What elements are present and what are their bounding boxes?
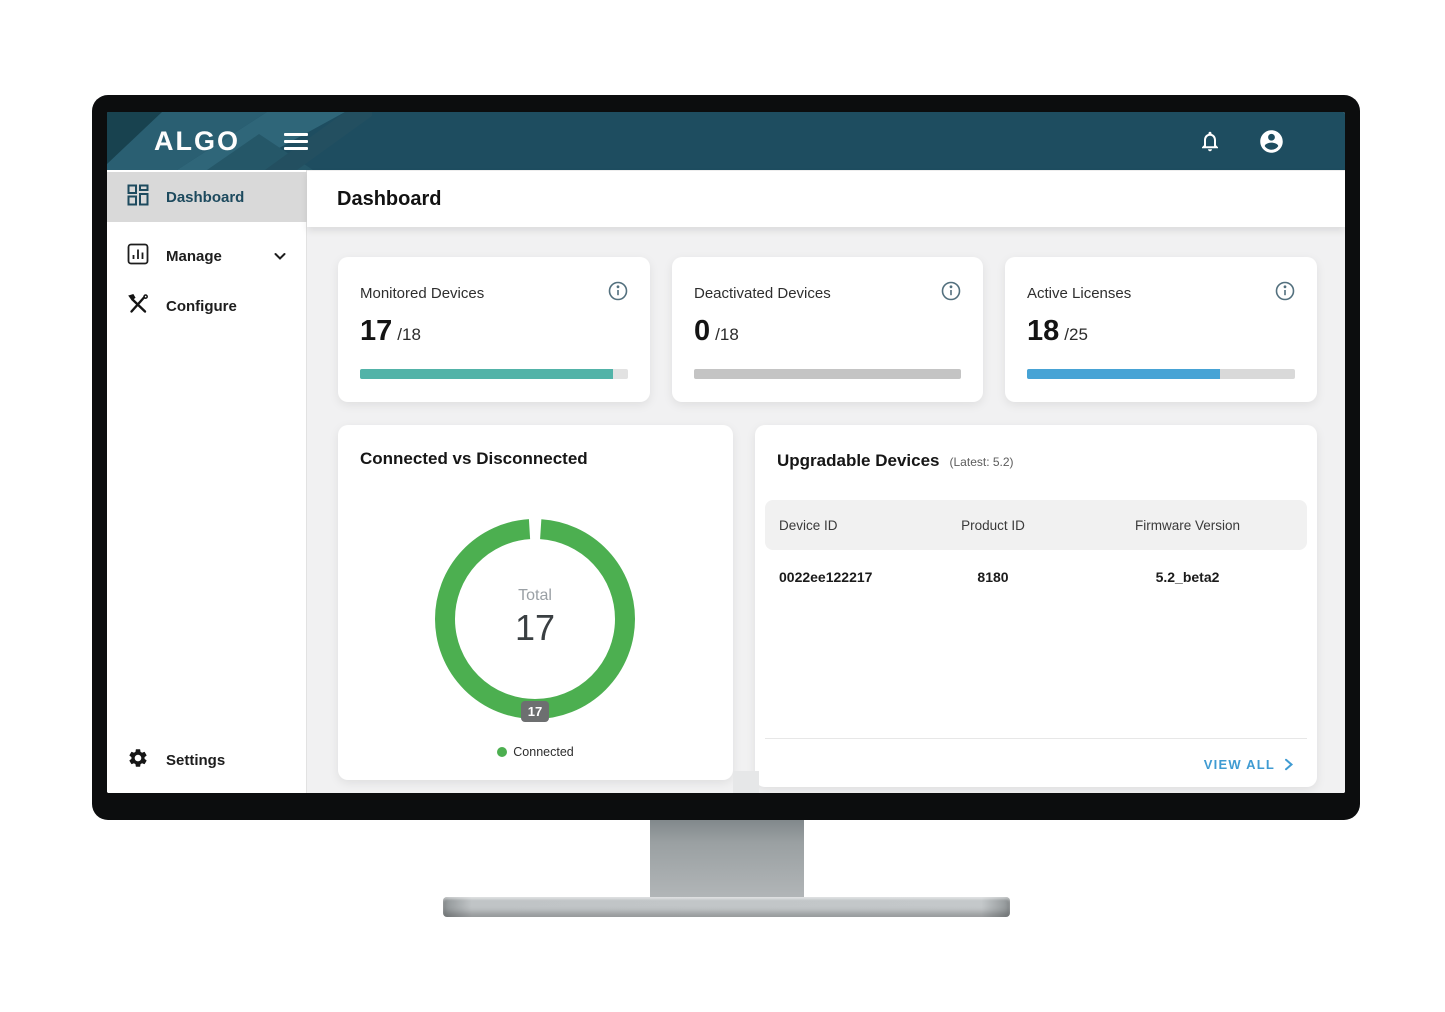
cell-device-id: 0022ee122217 [779, 569, 873, 585]
dashboard-icon [127, 184, 149, 210]
donut-center-label: Total [518, 587, 552, 604]
gear-icon [127, 747, 149, 773]
card-footer-divider [765, 738, 1307, 739]
stat-title: Monitored Devices [360, 285, 485, 302]
header-pattern-decoration [107, 112, 372, 170]
table-title-row: Upgradable Devices (Latest: 5.2) [777, 451, 1014, 471]
stat-total: /18 [397, 325, 421, 344]
sidebar: Dashboard Manage [107, 170, 307, 793]
monitor-stand-base [443, 897, 1010, 917]
column-header-firmware-version: Firmware Version [1134, 517, 1241, 533]
sidebar-item-label: Settings [166, 751, 226, 769]
sidebar-item-label: Dashboard [166, 188, 245, 206]
screen-bottom-notch [733, 771, 759, 793]
active-licenses-card: Active Licenses 18 /25 [1005, 257, 1317, 402]
info-icon[interactable] [1275, 281, 1295, 306]
stat-title: Active Licenses [1027, 285, 1132, 302]
connected-vs-disconnected-card: Connected vs Disconnected Total 17 17 [338, 425, 733, 780]
view-all-label: VIEW ALL [1203, 757, 1275, 772]
stat-total: /18 [715, 325, 739, 344]
sidebar-item-label: Manage [166, 247, 222, 265]
column-header-device-id: Device ID [779, 517, 838, 533]
cell-product-id: 8180 [977, 569, 1009, 585]
notification-bell-icon[interactable] [1198, 129, 1222, 153]
account-icon[interactable] [1258, 128, 1285, 155]
header-actions [1198, 112, 1285, 170]
deactivated-devices-card: Deactivated Devices 0 /18 [672, 257, 983, 402]
donut-center-value: 17 [514, 607, 556, 648]
bar-chart-icon [127, 243, 149, 269]
sidebar-item-settings[interactable]: Settings [107, 736, 307, 784]
stat-total: /25 [1064, 325, 1088, 344]
upgradable-devices-card: Upgradable Devices (Latest: 5.2) Device … [755, 425, 1317, 787]
monitor-stand-neck [650, 818, 804, 899]
progress-track [360, 369, 628, 379]
tools-icon [127, 293, 149, 319]
info-icon[interactable] [608, 281, 628, 306]
app-window: ALGO [107, 112, 1345, 793]
progress-track [694, 369, 961, 379]
hamburger-menu-icon[interactable] [284, 129, 310, 153]
monitor-bezel: ALGO [92, 95, 1360, 820]
monitored-devices-card: Monitored Devices 17 /18 [338, 257, 650, 402]
table-row[interactable]: 0022ee122217 8180 5.2_beta2 [765, 553, 1307, 601]
stat-title: Deactivated Devices [694, 285, 831, 302]
info-icon[interactable] [941, 281, 961, 306]
column-header-product-id: Product ID [961, 517, 1025, 533]
progress-fill [1027, 369, 1220, 379]
stat-value: 18 [1027, 315, 1060, 347]
cell-firmware-version: 5.2_beta2 [1155, 569, 1220, 585]
table-header-row: Device ID Product ID Firmware Version [765, 500, 1307, 550]
legend-label-connected: Connected [513, 745, 574, 759]
stat-value: 0 [694, 315, 711, 347]
donut-chart: Total 17 [425, 509, 645, 729]
table-title: Upgradable Devices [777, 451, 940, 470]
view-all-button[interactable]: VIEW ALL [1204, 757, 1295, 772]
progress-fill [360, 369, 614, 379]
chevron-right-icon [1282, 758, 1295, 771]
algo-logo: ALGO [154, 126, 240, 156]
app-header: ALGO [107, 112, 1345, 170]
stat-value: 17 [360, 315, 393, 347]
legend-dot-connected [497, 747, 508, 757]
donut-center: Total 17 [425, 587, 645, 649]
sidebar-item-configure[interactable]: Configure [107, 282, 307, 330]
sidebar-item-manage[interactable]: Manage [107, 232, 307, 280]
latest-firmware-note: (Latest: 5.2) [949, 455, 1014, 469]
progress-track [1027, 369, 1295, 379]
page-title: Dashboard [337, 187, 442, 210]
sidebar-item-label: Configure [166, 297, 237, 315]
chart-legend: Connected [338, 745, 733, 759]
page-header: Dashboard [307, 170, 1345, 227]
sidebar-item-dashboard[interactable]: Dashboard [107, 172, 307, 222]
donut-value-badge: 17 [521, 701, 549, 722]
chart-title: Connected vs Disconnected [360, 449, 588, 468]
dashboard-content: Monitored Devices 17 /18 [307, 227, 1345, 793]
chevron-down-icon [273, 249, 287, 263]
